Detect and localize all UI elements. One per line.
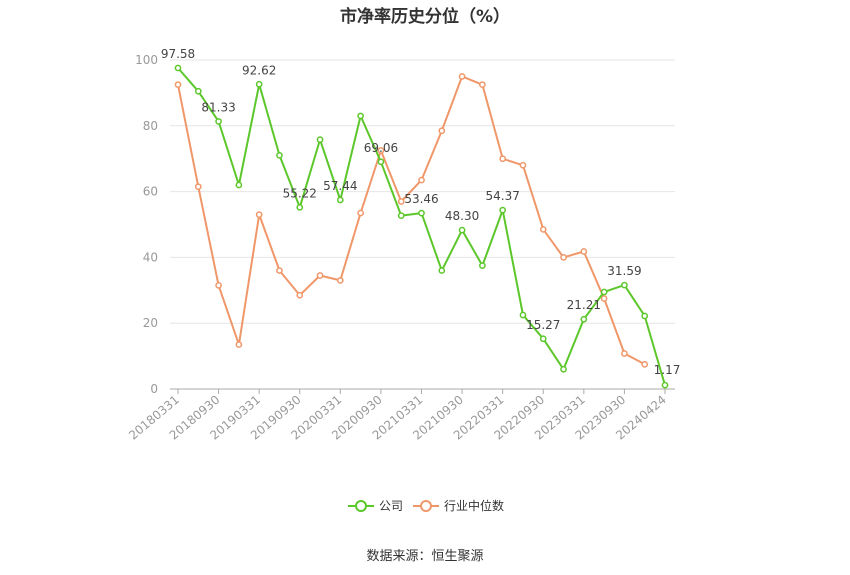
legend-label-company: 公司: [379, 499, 403, 513]
data-point-industry: [641, 360, 649, 368]
data-point-industry: [560, 254, 567, 261]
data-point-company: [499, 206, 507, 214]
data-point-industry: [438, 127, 446, 135]
data-point-industry: [215, 282, 222, 289]
data-point-industry: [276, 267, 283, 274]
data-point-company: [539, 335, 547, 343]
data-point-industry: [580, 248, 588, 255]
legend-marker-company: [355, 500, 367, 512]
data-point-company: [479, 262, 486, 269]
legend-label-industry: 行业中位数: [444, 498, 504, 513]
data-point-company: [397, 212, 405, 219]
data-point-company: [560, 365, 567, 373]
data-label: 92.62: [242, 63, 276, 77]
data-point-company: [580, 315, 588, 323]
data-point-industry: [357, 209, 364, 217]
data-label: 54.37: [485, 189, 519, 203]
data-point-company: [357, 112, 364, 120]
data-point-industry: [499, 155, 507, 163]
data-label: 15.27: [526, 318, 560, 332]
data-point-company: [641, 312, 649, 320]
y-tick-label: 0: [150, 382, 158, 396]
data-point-industry: [174, 81, 182, 89]
data-label: 48.30: [445, 209, 479, 223]
data-point-company: [276, 152, 283, 159]
y-tick-label: 100: [135, 53, 158, 67]
data-point-industry: [194, 183, 202, 191]
data-point-company: [661, 381, 669, 389]
y-tick-label: 20: [143, 316, 158, 330]
data-point-company: [438, 267, 446, 274]
data-label: 1.17: [654, 363, 681, 377]
data-point-industry: [539, 226, 547, 233]
data-point-industry: [336, 277, 344, 284]
legend-marker-industry: [420, 500, 432, 512]
data-point-industry: [397, 198, 405, 205]
y-tick-label: 60: [143, 185, 158, 199]
data-label: 69.06: [364, 141, 398, 155]
data-point-industry: [235, 341, 243, 348]
data-label: 57.44: [323, 179, 357, 193]
data-point-industry: [519, 161, 527, 169]
data-point-industry: [600, 295, 608, 302]
data-point-industry: [418, 176, 425, 184]
data-point-company: [235, 181, 243, 189]
series-line-company: [177, 67, 666, 386]
data-point-company: [316, 136, 324, 143]
data-label: 21.21: [567, 298, 601, 312]
data-point-company: [194, 87, 202, 95]
y-tick-label: 80: [143, 119, 158, 133]
data-point-company: [377, 158, 385, 166]
data-point-company: [458, 226, 466, 234]
data-point-industry: [316, 272, 324, 279]
series-line-industry: [177, 75, 646, 366]
data-point-industry: [377, 147, 385, 154]
data-point-industry: [255, 211, 263, 218]
data-point-company: [418, 209, 425, 217]
y-tick-label: 40: [143, 250, 158, 264]
data-point-company: [336, 196, 344, 204]
data-point-company: [296, 203, 304, 211]
data-point-company: [621, 281, 628, 289]
data-point-company: [174, 64, 182, 72]
data-label: 55.22: [283, 186, 317, 200]
chart-title: 市净率历史分位（%）: [339, 7, 511, 27]
data-point-company: [215, 118, 222, 125]
data-point-industry: [458, 73, 466, 80]
data-point-industry: [621, 350, 628, 357]
data-point-industry: [296, 291, 304, 299]
data-source: 数据来源：恒生聚源: [366, 549, 484, 564]
data-point-company: [600, 288, 608, 296]
data-label: 97.58: [161, 47, 195, 61]
data-label: 81.33: [201, 100, 235, 114]
data-label: 31.59: [607, 264, 641, 278]
data-point-company: [255, 80, 263, 88]
data-point-company: [519, 311, 527, 319]
data-point-industry: [479, 81, 486, 89]
data-label: 53.46: [404, 192, 438, 206]
